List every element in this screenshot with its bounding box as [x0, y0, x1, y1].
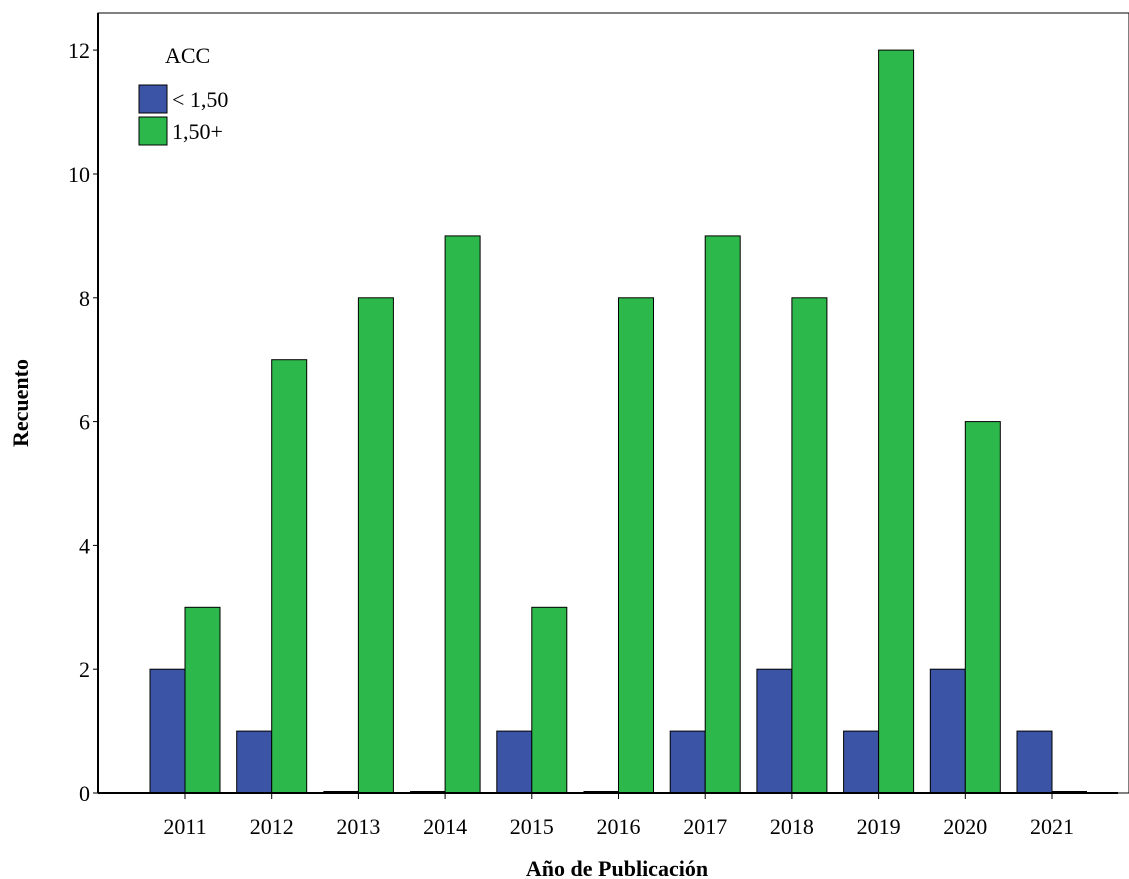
bar-2016-series-2: [618, 297, 654, 794]
bars-group: [149, 49, 1087, 794]
bar-2017-series-1: [669, 730, 706, 794]
bar-2017-series-2: [704, 235, 741, 794]
bar-2015-series-1: [496, 730, 533, 794]
x-tick-label-2019: 2019: [857, 814, 901, 839]
legend-label-series-1: < 1,50: [172, 87, 228, 112]
x-tick-label-2011: 2011: [163, 814, 206, 839]
bar-2014-series-2: [444, 235, 481, 794]
x-tick-label-2017: 2017: [683, 814, 727, 839]
x-tick-label-2012: 2012: [250, 814, 294, 839]
y-tick-label-12: 12: [68, 38, 90, 63]
bar-2020-series-2: [964, 421, 1001, 794]
legend: ACC < 1,50 1,50+: [138, 43, 228, 146]
legend-swatch-series-1: [138, 84, 168, 114]
y-tick-label-2: 2: [79, 657, 90, 682]
bar-2018-series-2: [791, 297, 828, 794]
x-tick-label-2015: 2015: [510, 814, 554, 839]
bar-2021-series-1: [1016, 730, 1053, 794]
y-tick-label-10: 10: [68, 162, 90, 187]
bar-2012-series-1: [236, 730, 273, 794]
bar-2012-series-2: [271, 359, 308, 794]
legend-title: ACC: [165, 43, 210, 68]
bar-2020-series-1: [929, 668, 966, 794]
x-tick-label-2013: 2013: [336, 814, 380, 839]
y-tick-label-4: 4: [79, 533, 90, 558]
y-tick-label-8: 8: [79, 286, 90, 311]
bar-2018-series-1: [756, 668, 793, 794]
bar-2015-series-2: [531, 606, 568, 794]
x-tick-label-2016: 2016: [597, 814, 641, 839]
y-tick-label-6: 6: [79, 410, 90, 435]
bar-2011-series-1: [149, 668, 186, 794]
x-tick-label-2020: 2020: [943, 814, 987, 839]
legend-label-series-2: 1,50+: [172, 119, 223, 144]
bar-2019-series-1: [843, 730, 880, 794]
bar-2019-series-2: [878, 49, 915, 794]
y-axis-title: Recuento: [8, 359, 33, 447]
x-axis-title: Año de Publicación: [526, 856, 708, 879]
legend-swatch-series-2: [138, 116, 168, 146]
bar-2013-series-2: [357, 297, 394, 794]
x-ticks-group: 2011 2012 2013 2014 2015 2016 2017 2018 2019 2020…: [163, 793, 1074, 839]
x-tick-label-2014: 2014: [423, 814, 467, 839]
bar-2011-series-2: [184, 606, 221, 794]
y-ticks-group: 0 2 4 6 8 10 12: [68, 38, 98, 806]
x-tick-label-2018: 2018: [770, 814, 814, 839]
x-tick-label-2021: 2021: [1030, 814, 1074, 839]
y-tick-label-0: 0: [79, 781, 90, 806]
